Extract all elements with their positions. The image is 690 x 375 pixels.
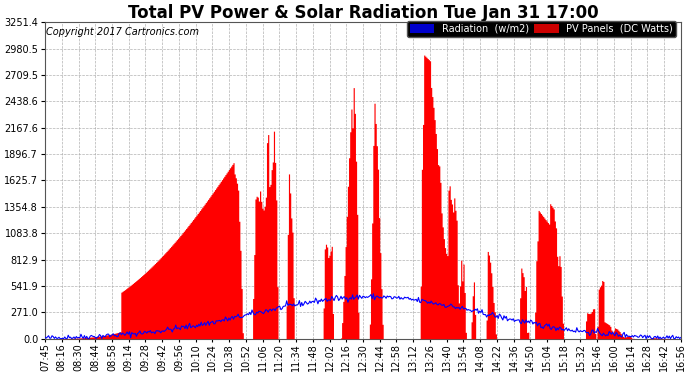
Legend: Radiation  (w/m2), PV Panels  (DC Watts): Radiation (w/m2), PV Panels (DC Watts): [407, 21, 676, 37]
Text: Copyright 2017 Cartronics.com: Copyright 2017 Cartronics.com: [46, 27, 199, 37]
Title: Total PV Power & Solar Radiation Tue Jan 31 17:00: Total PV Power & Solar Radiation Tue Jan…: [128, 4, 598, 22]
